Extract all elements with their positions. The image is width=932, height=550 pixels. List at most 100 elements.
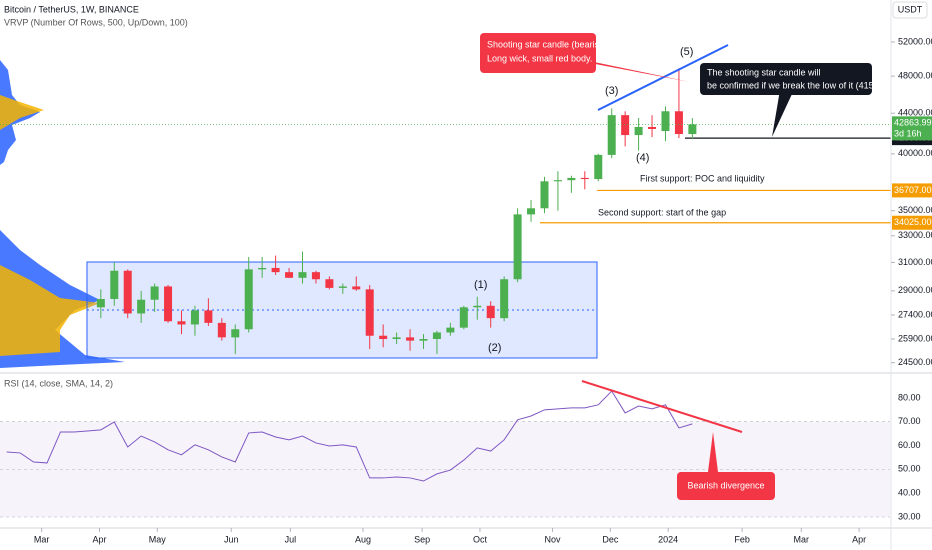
x-tick-label: Oct bbox=[473, 534, 488, 544]
x-tick-label: Mar bbox=[794, 534, 810, 544]
x-tick-label: Nov bbox=[545, 534, 562, 544]
candle-body bbox=[553, 180, 562, 182]
y-tick-label: 60.00 bbox=[898, 440, 921, 450]
candle-body bbox=[688, 124, 697, 135]
callout-pointer bbox=[708, 432, 718, 472]
wave-label: (1) bbox=[474, 279, 487, 291]
support-label: First support: POC and liquidity bbox=[640, 173, 765, 183]
y-tick-label: 33000.00 bbox=[898, 230, 932, 240]
wave-label: (2) bbox=[488, 342, 501, 354]
callout-text: be confirmed if we break the low of it (… bbox=[707, 80, 887, 90]
x-tick-label: Jun bbox=[224, 534, 239, 544]
callout-text: The shooting star candle will bbox=[707, 67, 821, 77]
x-tick-label: Sep bbox=[414, 534, 430, 544]
candle-body bbox=[258, 267, 267, 270]
y-tick-label: 40000.00 bbox=[898, 148, 932, 158]
candle-body bbox=[298, 272, 307, 278]
candle-body bbox=[96, 298, 105, 308]
candle-body bbox=[379, 335, 388, 340]
x-tick-label: Dec bbox=[602, 534, 619, 544]
y-tick-label: 35000.00 bbox=[898, 205, 932, 215]
y-tick-label: 44000.00 bbox=[898, 108, 932, 118]
candle-body bbox=[567, 177, 576, 181]
callout-pointer bbox=[772, 90, 792, 137]
candle-body bbox=[311, 272, 320, 280]
wave-label: (3) bbox=[605, 85, 618, 97]
candle-body bbox=[150, 286, 159, 300]
x-tick-label: 2024 bbox=[658, 534, 678, 544]
y-tick-label: 30.00 bbox=[898, 511, 921, 521]
candle-body bbox=[661, 111, 670, 131]
wave-label: (5) bbox=[680, 46, 693, 58]
candle-body bbox=[325, 279, 334, 288]
candle-body bbox=[177, 321, 186, 325]
candle-body bbox=[459, 307, 468, 328]
x-tick-label: Jul bbox=[285, 534, 297, 544]
wave-label: (4) bbox=[636, 152, 649, 164]
candle-body bbox=[338, 286, 347, 288]
callout-text: Shooting star candle (bearish) bbox=[487, 39, 607, 49]
x-tick-label: May bbox=[149, 534, 167, 544]
level-label: 36707.00 bbox=[894, 185, 932, 195]
y-tick-label: 29000.00 bbox=[898, 285, 932, 295]
rsi-line bbox=[6, 390, 693, 482]
chart-title: Bitcoin / TetherUS, 1W, BINANCE bbox=[4, 4, 139, 14]
trend-line bbox=[597, 44, 729, 111]
candle-body bbox=[365, 289, 374, 336]
candle-body bbox=[164, 286, 173, 322]
candle-body bbox=[648, 126, 657, 129]
y-tick-label: 70.00 bbox=[898, 416, 921, 426]
level-label: 34025.00 bbox=[894, 217, 932, 227]
candle-body bbox=[540, 181, 549, 209]
divergence-line bbox=[581, 380, 743, 433]
candle-body bbox=[190, 310, 199, 325]
candle-body bbox=[285, 272, 294, 278]
candle-body bbox=[271, 267, 280, 273]
candle-body bbox=[406, 337, 415, 341]
candle-body bbox=[244, 269, 253, 330]
candle-body bbox=[607, 115, 616, 155]
callout-box bbox=[480, 33, 596, 73]
y-tick-label: 48000.00 bbox=[898, 71, 932, 81]
level-badge bbox=[892, 183, 932, 198]
rsi-title: RSI (14, close, SMA, 14, 2) bbox=[4, 378, 113, 388]
candle-body bbox=[473, 305, 482, 308]
candle-body bbox=[513, 214, 522, 280]
candle-body bbox=[486, 305, 495, 319]
callout-text: Long wick, small red body. bbox=[487, 53, 592, 63]
profile-down bbox=[0, 95, 44, 130]
candle-body bbox=[123, 270, 132, 314]
indicator-label: VRVP (Number Of Rows, 500, Up/Down, 100) bbox=[4, 17, 188, 27]
candle-body bbox=[674, 111, 683, 135]
candle-body bbox=[527, 208, 536, 215]
y-tick-label: 25900.00 bbox=[898, 333, 932, 343]
x-tick-label: Apr bbox=[852, 534, 866, 544]
y-tick-label: 52000.00 bbox=[898, 36, 932, 46]
level-badge bbox=[892, 215, 932, 230]
candle-body bbox=[137, 299, 146, 314]
candle-body bbox=[580, 177, 589, 180]
x-tick-label: Aug bbox=[355, 534, 371, 544]
y-tick-label: 40.00 bbox=[898, 488, 921, 498]
currency-label: USDT bbox=[898, 4, 923, 14]
candle-body bbox=[217, 322, 226, 338]
y-tick-label: 24500.00 bbox=[898, 357, 932, 367]
current-price-label: 42863.99 bbox=[894, 118, 932, 128]
countdown-label: 3d 16h bbox=[894, 129, 922, 139]
x-tick-label: Apr bbox=[92, 534, 106, 544]
callout-pointer bbox=[574, 60, 690, 82]
callout-box bbox=[677, 472, 775, 500]
x-tick-label: Mar bbox=[34, 534, 50, 544]
callout-box bbox=[700, 63, 872, 95]
y-tick-label: 31000.00 bbox=[898, 257, 932, 267]
candle-body bbox=[110, 270, 119, 299]
candle-body bbox=[446, 327, 455, 333]
candle-body bbox=[634, 126, 643, 136]
candle-body bbox=[432, 332, 441, 340]
y-tick-label: 50.00 bbox=[898, 464, 921, 474]
candle-body bbox=[594, 154, 603, 180]
y-tick-label: 80.00 bbox=[898, 392, 921, 402]
current-price-badge bbox=[892, 116, 932, 141]
candle-body bbox=[392, 337, 401, 340]
